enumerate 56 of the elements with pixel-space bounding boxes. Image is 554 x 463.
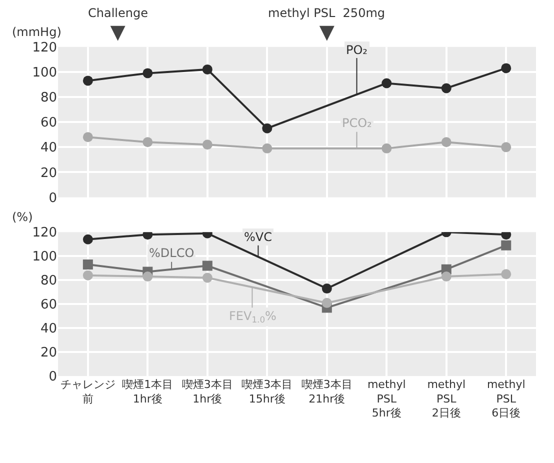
point	[322, 284, 332, 294]
text: PO₂	[346, 43, 368, 57]
point	[82, 234, 93, 244]
y-tick-label: 80	[40, 274, 58, 289]
y-tick-label: 60	[40, 116, 58, 131]
point	[82, 260, 93, 270]
point	[441, 137, 452, 148]
point	[262, 143, 272, 154]
y-axis-title: (%)	[12, 210, 33, 224]
point	[82, 270, 93, 280]
point	[142, 272, 153, 282]
point	[202, 272, 212, 283]
point	[501, 240, 512, 250]
x-tick-label: チャレンジ前	[60, 378, 116, 406]
x-tick-label: 喫煙3本目 1hr後	[182, 378, 233, 406]
legend-label: FEV$_{1.0}$%	[229, 309, 276, 325]
x-tick-label: 喫煙3本目 15hr後	[242, 378, 293, 406]
point	[202, 260, 212, 271]
y-tick-label: 100	[32, 66, 58, 80]
point	[202, 140, 212, 150]
y-tick-label: 40	[40, 322, 58, 337]
x-tick-label: methyl PSL 6日後	[486, 378, 526, 420]
x-tick-label: methyl PSL 5hr後	[367, 378, 406, 420]
text: Challenge	[88, 6, 148, 20]
point	[322, 298, 332, 308]
y-tick-label: 80	[40, 90, 58, 106]
y-tick-label: 120	[32, 40, 58, 56]
y-tick-label: 60	[40, 298, 58, 313]
y-tick-label: 120	[32, 226, 58, 241]
series-label: %VC	[244, 230, 272, 244]
y-tick-label: 20	[40, 166, 58, 181]
point	[501, 142, 512, 152]
point	[382, 78, 392, 88]
point	[441, 83, 452, 94]
y-axis-title: (mmHg)	[12, 25, 62, 39]
point	[262, 123, 272, 134]
point	[382, 143, 392, 154]
point	[82, 76, 93, 86]
x-tick-label: 喫煙3本目 21hr後	[301, 378, 352, 406]
point	[202, 64, 212, 74]
y-tick-label: 20	[40, 346, 58, 361]
point	[142, 68, 153, 78]
text: methyl PSL 250mg	[268, 6, 386, 20]
y-tick-label: 0	[48, 370, 58, 385]
x-tick-label: methyl PSL 2日後	[427, 378, 466, 420]
point	[142, 137, 153, 148]
y-tick-label: 40	[40, 140, 58, 156]
series-label: PCO₂	[342, 116, 372, 130]
y-tick-label: 100	[32, 250, 58, 265]
series-label: %DLCO	[149, 246, 194, 260]
point	[501, 269, 512, 280]
y-tick-label: 0	[48, 190, 58, 206]
point	[441, 272, 452, 282]
point	[501, 63, 512, 74]
point	[82, 132, 93, 142]
x-tick-label: 喫煙1本目 1hr後	[122, 378, 174, 406]
